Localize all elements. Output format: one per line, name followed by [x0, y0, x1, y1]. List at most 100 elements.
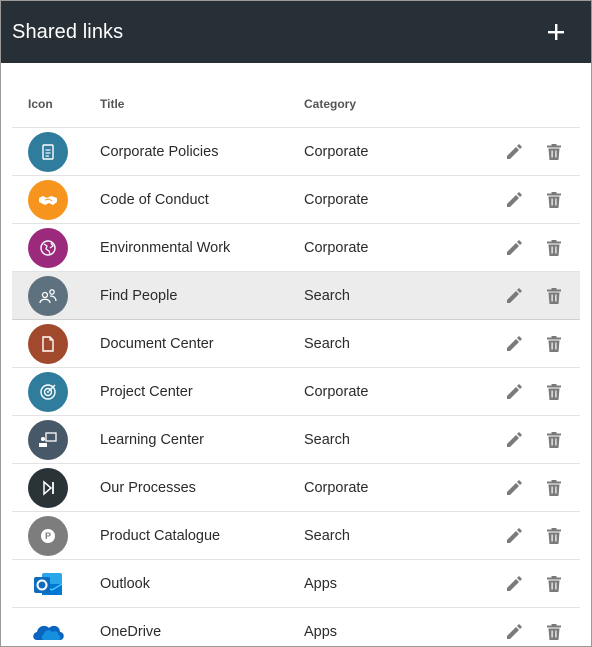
onedrive-icon — [33, 625, 64, 640]
trash-icon — [547, 479, 561, 496]
table-row[interactable]: P Product Catalogue Search — [12, 512, 580, 560]
table-row[interactable]: Find People Search — [12, 272, 580, 320]
delete-button[interactable] — [544, 286, 564, 306]
table-row[interactable]: Code of Conduct Corporate — [12, 176, 580, 224]
trash-icon — [547, 191, 561, 208]
trash-icon — [547, 623, 561, 640]
edit-button[interactable] — [504, 382, 524, 402]
svg-text:P: P — [45, 531, 51, 541]
handshake-icon-badge — [28, 179, 68, 220]
handshake-icon — [39, 195, 57, 205]
pencil-icon — [507, 191, 522, 207]
row-icon-cell — [12, 131, 100, 172]
column-header-title: Title — [100, 97, 125, 111]
row-title: Environmental Work — [100, 239, 231, 256]
trash-icon — [547, 143, 561, 160]
row-category: Corporate — [304, 383, 369, 400]
row-icon-cell — [12, 371, 100, 412]
presentation-icon-badge — [28, 419, 68, 460]
row-title: Code of Conduct — [100, 191, 209, 208]
add-link-button[interactable] — [539, 15, 573, 49]
delete-button[interactable] — [544, 334, 564, 354]
row-title: Outlook — [100, 575, 150, 592]
pencil-icon — [507, 527, 522, 543]
table-row[interactable]: Our Processes Corporate — [12, 464, 580, 512]
row-category: Search — [304, 335, 350, 352]
product-icon-badge: P — [28, 515, 68, 556]
row-icon-cell — [12, 227, 100, 268]
row-icon-cell — [12, 179, 100, 220]
globe-icon-badge — [28, 227, 68, 268]
row-category: Corporate — [304, 143, 369, 160]
outlook-icon — [34, 572, 63, 595]
pencil-icon — [507, 383, 522, 399]
pencil-icon — [507, 143, 522, 159]
row-icon-cell — [12, 419, 100, 460]
pencil-icon — [507, 239, 522, 255]
product-icon: P — [41, 528, 55, 543]
delete-button[interactable] — [544, 622, 564, 642]
column-header-category: Category — [304, 97, 357, 111]
table-row[interactable]: Environmental Work Corporate — [12, 224, 580, 272]
plus-icon — [548, 24, 564, 40]
skip-forward-icon-badge — [28, 467, 68, 508]
row-icon-cell — [12, 467, 100, 508]
globe-icon — [40, 239, 56, 256]
target-icon — [40, 383, 56, 400]
delete-button[interactable] — [544, 478, 564, 498]
document-icon-badge — [28, 131, 68, 172]
edit-button[interactable] — [504, 334, 524, 354]
edit-button[interactable] — [504, 238, 524, 258]
people-icon — [39, 288, 57, 303]
table-row[interactable]: OneDrive Apps — [12, 608, 580, 647]
row-category: Search — [304, 287, 350, 304]
edit-button[interactable] — [504, 478, 524, 498]
row-category: Corporate — [304, 239, 369, 256]
delete-button[interactable] — [544, 238, 564, 258]
delete-button[interactable] — [544, 526, 564, 546]
row-category: Corporate — [304, 191, 369, 208]
pencil-icon — [507, 623, 522, 639]
delete-button[interactable] — [544, 142, 564, 162]
table-header: Icon Title Category — [12, 81, 580, 128]
trash-icon — [547, 575, 561, 592]
delete-button[interactable] — [544, 430, 564, 450]
edit-button[interactable] — [504, 286, 524, 306]
presentation-icon — [39, 431, 57, 447]
panel-header: Shared links — [1, 1, 591, 63]
table-row[interactable]: Corporate Policies Corporate — [12, 128, 580, 176]
page-icon — [42, 335, 54, 352]
row-title: OneDrive — [100, 623, 162, 640]
pencil-icon — [507, 575, 522, 591]
trash-icon — [547, 383, 561, 400]
table-row[interactable]: Document Center Search — [12, 320, 580, 368]
target-icon-badge — [28, 371, 68, 412]
edit-button[interactable] — [504, 430, 524, 450]
row-icon-cell — [12, 564, 100, 604]
row-category: Apps — [304, 575, 338, 592]
edit-button[interactable] — [504, 526, 524, 546]
skip-forward-icon — [43, 479, 54, 496]
table-row[interactable]: Learning Center Search — [12, 416, 580, 464]
row-title: Product Catalogue — [100, 527, 221, 544]
trash-icon — [547, 527, 561, 544]
row-title: Document Center — [100, 335, 214, 352]
edit-button[interactable] — [504, 574, 524, 594]
trash-icon — [547, 335, 561, 352]
trash-icon — [547, 239, 561, 256]
row-title: Our Processes — [100, 479, 196, 496]
table-row[interactable]: Outlook Apps — [12, 560, 580, 608]
delete-button[interactable] — [544, 190, 564, 210]
edit-button[interactable] — [504, 142, 524, 162]
row-icon-cell — [12, 275, 100, 316]
row-title: Project Center — [100, 383, 193, 400]
delete-button[interactable] — [544, 382, 564, 402]
row-icon-cell — [12, 612, 100, 647]
table-row[interactable]: Project Center Corporate — [12, 368, 580, 416]
delete-button[interactable] — [544, 574, 564, 594]
row-category: Search — [304, 431, 350, 448]
edit-button[interactable] — [504, 622, 524, 642]
edit-button[interactable] — [504, 190, 524, 210]
document-icon — [42, 143, 54, 160]
